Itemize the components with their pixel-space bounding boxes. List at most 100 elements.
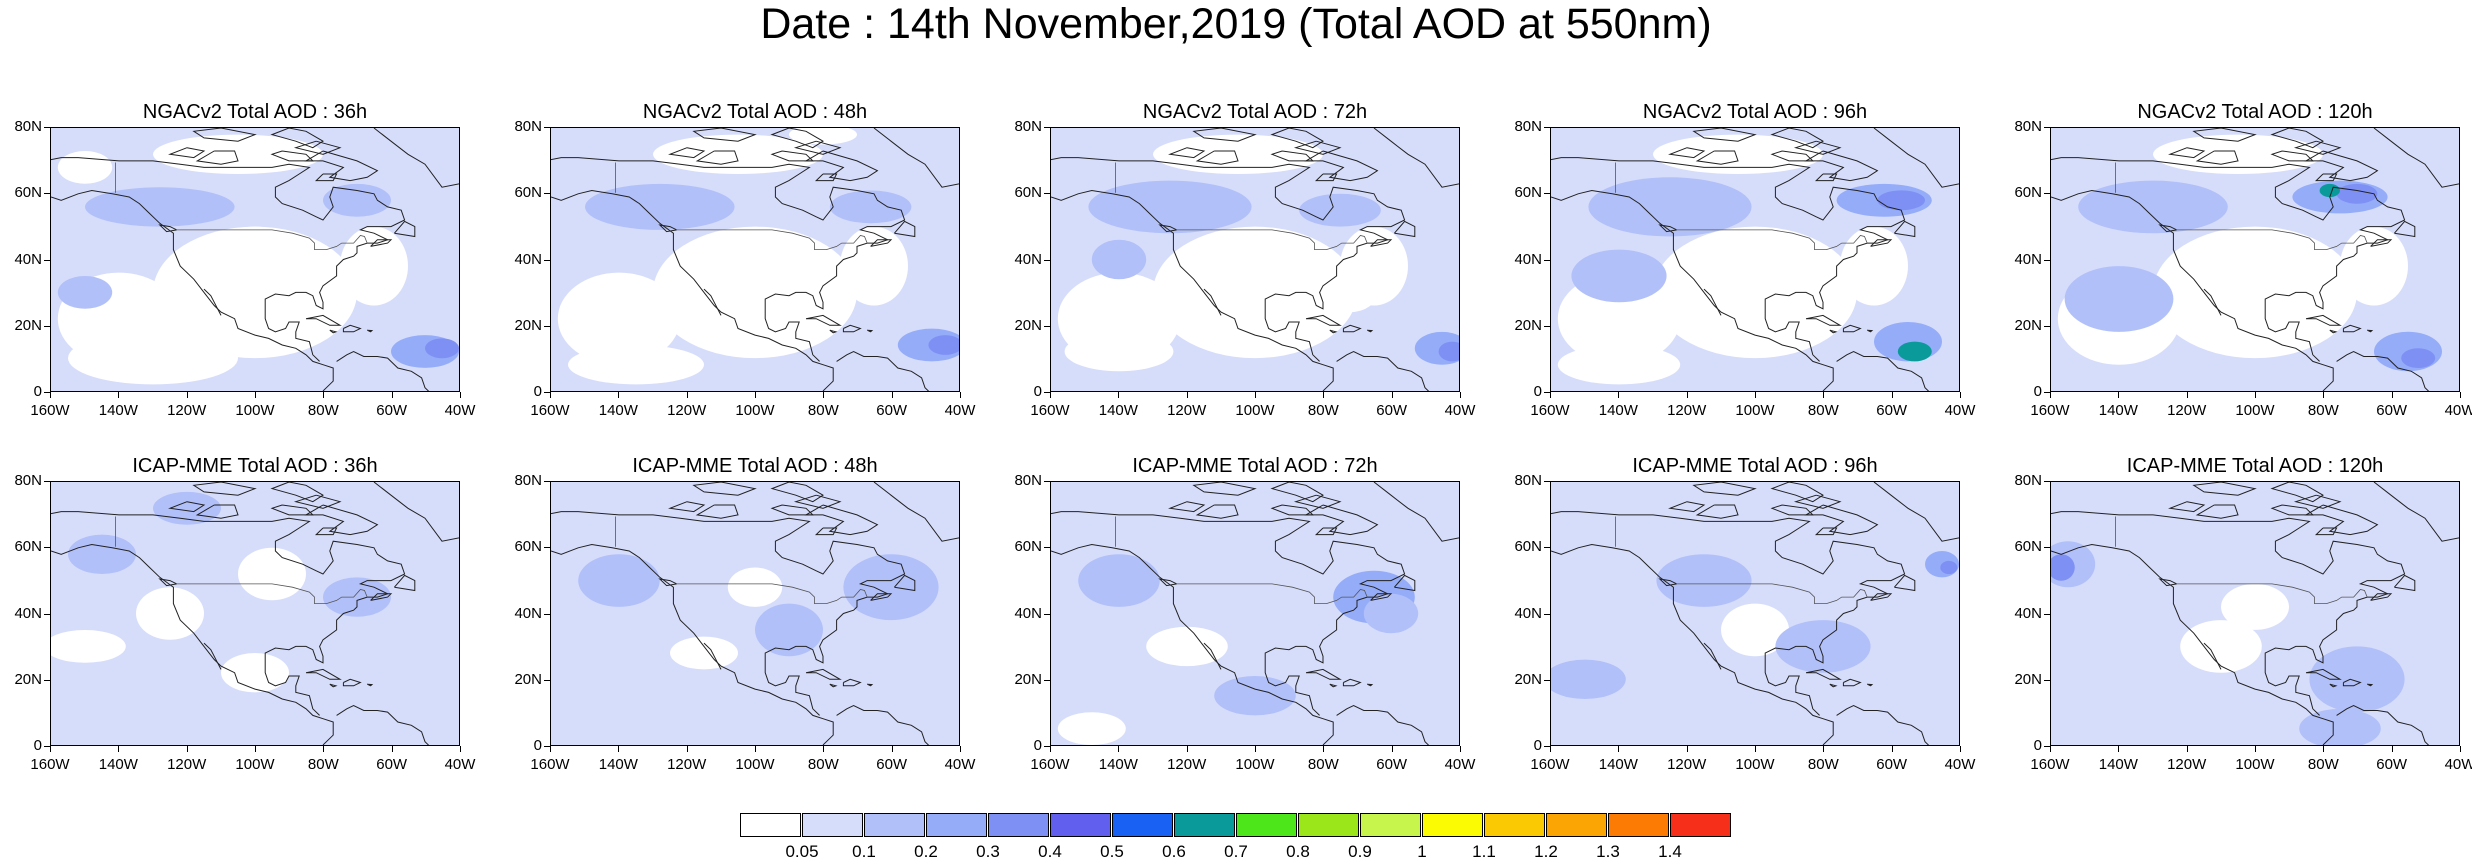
coastline [158, 578, 178, 587]
x-tick-mark [2460, 746, 2461, 752]
coastline [1551, 543, 1834, 745]
coastline [2304, 150, 2379, 182]
aod-region-clear [204, 226, 306, 293]
coastline [551, 189, 834, 391]
x-tick-mark [1118, 746, 1120, 752]
x-tick-label: 140W [2098, 402, 2138, 419]
aod-map [50, 481, 460, 746]
x-tick-mark [2118, 746, 2120, 752]
political-border [1176, 229, 1368, 250]
x-tick-mark [1550, 746, 1551, 752]
y-tick-mark [1044, 547, 1050, 549]
x-tick-mark [1255, 746, 1256, 752]
x-tick-label: 40W [1944, 756, 1976, 773]
coastline [1342, 324, 1362, 333]
coastline [2203, 642, 2222, 670]
aod-region-clear [1197, 233, 1279, 299]
aod-clear-region [557, 272, 681, 365]
y-tick-mark [44, 613, 50, 615]
coastline [836, 350, 930, 391]
x-tick-mark [1050, 392, 1051, 398]
coastline [1293, 140, 1342, 155]
aod-region-high [928, 335, 959, 355]
colorbar-label: 1.4 [1658, 842, 1682, 861]
y-tick-label: 80N [514, 472, 542, 489]
y-tick-mark [2044, 481, 2050, 482]
colorbar-swatch [1546, 813, 1607, 837]
coastline [1829, 683, 1838, 688]
coastline [1814, 173, 1838, 182]
coastline [304, 150, 379, 182]
aod-region-high [1877, 190, 1925, 211]
coastline [2195, 150, 2239, 165]
coastline [2336, 350, 2430, 391]
coastline [373, 128, 459, 188]
x-tick-label: 100W [1235, 756, 1275, 773]
x-tick-label: 160W [530, 402, 570, 419]
aod-region-moderate [1775, 620, 1871, 673]
x-tick-mark [1550, 392, 1551, 398]
coastline [2158, 224, 2178, 233]
coastline [2195, 504, 2239, 519]
y-tick-label: 20N [2014, 316, 2042, 334]
coastline [866, 329, 874, 333]
y-tick-label: 60N [2014, 184, 2042, 202]
coastline [1366, 329, 1374, 333]
aod-region-moderate [2309, 646, 2405, 713]
x-tick-label: 120W [1167, 402, 1207, 419]
aod-region-peak [2319, 183, 2340, 198]
y-tick-mark [2044, 325, 2050, 327]
x-tick-mark [1891, 746, 1893, 752]
colorbar-swatch [1608, 813, 1669, 837]
x-tick-mark [1186, 392, 1188, 398]
aod-region-moderate [578, 554, 660, 607]
coastline [2342, 324, 2362, 333]
political-border [1676, 583, 1868, 604]
coastline [836, 704, 930, 745]
x-tick-label: 60W [876, 756, 908, 773]
coastline [2304, 504, 2379, 536]
x-tick-mark [1255, 392, 1256, 398]
colorbar-label: 0.5 [1100, 842, 1124, 861]
coastline [2270, 504, 2315, 516]
x-tick-label: 140W [98, 756, 138, 773]
coastline [829, 329, 838, 334]
x-tick-label: 40W [444, 402, 476, 419]
y-tick-label: 40N [514, 250, 542, 268]
coastline [1158, 578, 1178, 587]
coastline [2264, 659, 2320, 716]
x-tick-mark [1391, 392, 1393, 398]
x-tick-mark [1891, 392, 1893, 398]
coastline [314, 527, 338, 536]
x-tick-label: 80W [1807, 756, 1839, 773]
y-tick-mark [1544, 746, 1550, 747]
colorbar-swatch [1298, 813, 1359, 837]
coastline [168, 501, 206, 513]
y-tick-label: 20N [1014, 316, 1042, 334]
x-tick-mark [2391, 746, 2393, 752]
x-tick-label: 100W [1735, 756, 1775, 773]
map-panel: NGACv2 Total AOD : 48h 80N 60N 40N 20N 0 160W 1… [514, 101, 975, 419]
aod-region-high [1940, 560, 1958, 575]
colorbar-label: 1.3 [1596, 842, 1620, 861]
aod-region-high [2401, 348, 2436, 368]
y-tick-label: 0 [1533, 737, 1542, 754]
y-tick-mark [1044, 193, 1050, 195]
x-tick-label: 40W [2444, 402, 2472, 419]
x-tick-mark [1755, 746, 1756, 752]
coastline [1051, 511, 1406, 664]
coastline [394, 220, 416, 238]
colorbar-swatch [1050, 813, 1111, 837]
coastline [551, 543, 834, 745]
y-tick-label: 80N [2014, 118, 2042, 135]
coastline [1192, 128, 1257, 142]
coastline [1836, 350, 1930, 391]
y-tick-label: 20N [1514, 670, 1542, 688]
aod-region-clear [568, 345, 704, 385]
coastline [770, 128, 824, 149]
y-tick-label: 60N [514, 184, 542, 202]
y-tick-mark [1544, 193, 1550, 195]
colorbar-label: 0.4 [1038, 842, 1062, 861]
aod-field-svg [551, 128, 959, 391]
y-tick-mark [2044, 679, 2050, 681]
